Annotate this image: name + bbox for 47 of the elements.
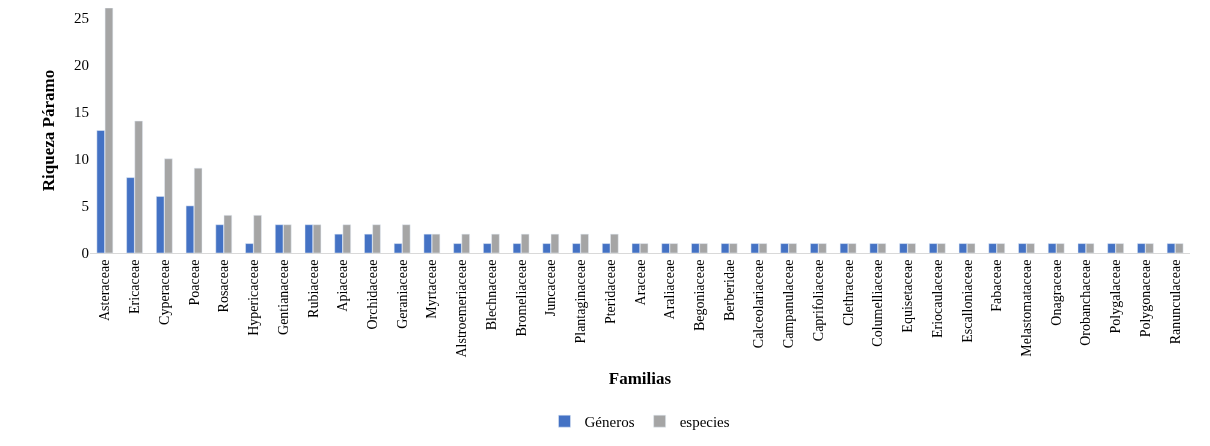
legend-label: especies	[679, 414, 730, 430]
x-tick-label: Columelliaceae	[870, 259, 886, 347]
x-tick-label: Berberidae	[721, 259, 737, 322]
x-tick-label: Ranunculaceae	[1167, 259, 1183, 345]
x-tick-label: Araceae	[632, 259, 648, 306]
x-tick-label: Geraniaceae	[394, 259, 410, 329]
x-tick-label: Poaceae	[186, 259, 202, 306]
x-tick-label: Onagraceae	[1048, 259, 1064, 326]
x-tick-label: Campanulaceae	[781, 259, 797, 349]
x-tick-label: Equisetaceae	[900, 259, 916, 333]
y-tick-label: 5	[81, 198, 89, 215]
x-tick-label: Juncaceae	[543, 259, 559, 317]
x-tick-label: Hypericaceae	[246, 259, 262, 336]
x-tick-label: Orchidaceae	[364, 259, 380, 330]
x-tick-label: Begoniaceae	[692, 259, 708, 332]
x-tick-label: Apiaceae	[335, 259, 351, 312]
x-tick-label: Rosaceae	[216, 259, 232, 313]
x-tick-label: Cyperaceae	[156, 259, 172, 325]
x-tick-label: Polygonaceae	[1137, 259, 1153, 338]
x-tick-label: Gentianaceae	[275, 259, 291, 335]
x-tick-label: Calceolariaceae	[751, 259, 767, 349]
x-tick-label: Alstroemeriaceae	[454, 259, 470, 358]
y-tick-label: 25	[74, 9, 89, 26]
x-tick-label: Myrtaceae	[424, 259, 440, 319]
x-axis-title: Familias	[608, 368, 672, 388]
y-axis-title: Riqueza Páramo	[38, 69, 58, 192]
x-tick-label: Melastomataceae	[1019, 259, 1035, 357]
x-tick-label: Polygalaceae	[1108, 259, 1124, 334]
x-tick-label: Araliaceae	[662, 259, 678, 320]
x-tick-label: Clethraceae	[840, 259, 856, 326]
y-tick-label: 10	[74, 151, 89, 168]
x-tick-label: Caprifoliaceae	[810, 259, 826, 342]
legend-label: Géneros	[584, 414, 635, 430]
x-tick-label: Plantaginaceae	[573, 259, 589, 344]
y-tick-label: 20	[74, 56, 89, 73]
x-tick-label: Orobanchaceae	[1078, 259, 1094, 346]
x-tick-label: Rubiaceae	[305, 259, 321, 318]
y-tick-label: 0	[81, 245, 89, 262]
x-tick-label: Pteridaceae	[602, 259, 618, 325]
x-tick-label: Eriocaulaceae	[929, 259, 945, 339]
y-tick-label: 15	[74, 103, 89, 120]
x-tick-label: Escalloniaceae	[959, 259, 975, 343]
x-tick-label: Bromeliaceae	[513, 259, 529, 337]
x-tick-label: Blechnaceae	[483, 259, 499, 331]
x-tick-label: Asteraceae	[97, 259, 113, 322]
x-tick-label: Ericaceae	[127, 259, 143, 314]
x-tick-label: Fabaceae	[989, 259, 1005, 312]
